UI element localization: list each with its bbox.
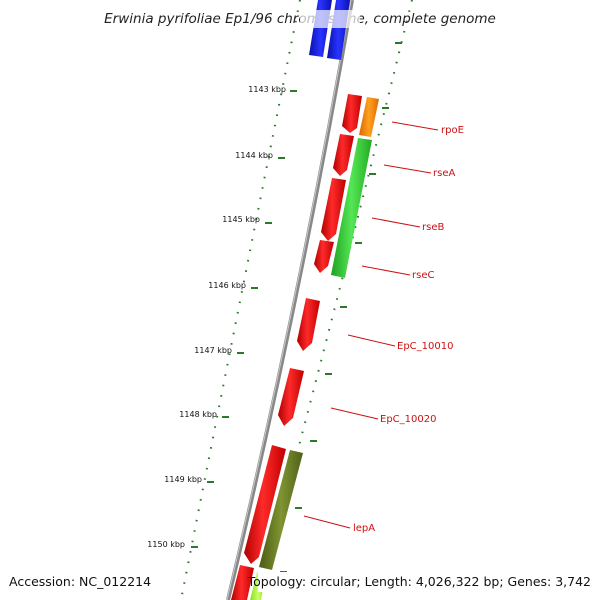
gene-rseB-red[interactable] (321, 178, 346, 241)
chromosome-backbone (226, 0, 354, 600)
tick-label-1143: 1143 kbp (248, 85, 286, 94)
leader-lepA (303, 515, 351, 529)
gene-lepA-red[interactable] (244, 445, 286, 564)
chromosome-backbone-highlight (226, 0, 352, 600)
gene-rpoE-red[interactable] (342, 94, 362, 133)
tick-label-1144: 1144 kbp (235, 151, 273, 160)
gene-label-rpoE[interactable]: rpoE (441, 125, 464, 136)
leader-EpC_10010 (347, 334, 396, 347)
gene-rseA-red[interactable] (333, 134, 354, 176)
gene-label-rseA[interactable]: rseA (433, 168, 455, 179)
leader-rpoE (391, 121, 439, 131)
gene-leaders (303, 121, 439, 529)
tick-label-1147: 1147 kbp (194, 346, 232, 355)
gene-bottom-red[interactable] (231, 565, 254, 600)
gene-EpC_10020-red[interactable] (278, 368, 304, 426)
leader-rseC (361, 265, 411, 276)
outer-major-ticks (280, 42, 402, 573)
gene-label-rseB[interactable]: rseB (422, 222, 444, 233)
tick-label-1150: 1150 kbp (147, 540, 185, 549)
leader-EpC_10020 (330, 407, 379, 420)
tick-label-1149: 1149 kbp (164, 475, 202, 484)
gene-blue-label-fade (300, 10, 360, 28)
topology-text: Topology: circular; Length: 4,026,322 bp… (247, 574, 591, 589)
leader-rseA (383, 164, 432, 174)
tick-label-1145: 1145 kbp (222, 215, 260, 224)
gene-rseC-red[interactable] (314, 240, 334, 273)
tick-label-1148: 1148 kbp (179, 410, 217, 419)
inner-tick-ring (180, 0, 301, 600)
gene-label-EpC_10010[interactable]: EpC_10010 (397, 341, 453, 352)
tick-label-1146: 1146 kbp (208, 281, 246, 290)
blue-genes (300, 0, 360, 60)
gene-label-rseC[interactable]: rseC (412, 270, 434, 281)
gene-label-lepA[interactable]: lepA (353, 523, 375, 534)
footer-background (258, 572, 594, 592)
gene-label-EpC_10020[interactable]: EpC_10020 (380, 414, 436, 425)
inner-major-ticks (191, 90, 297, 548)
red-genes (231, 94, 362, 600)
gene-rseA-green[interactable] (331, 138, 372, 278)
gene-EpC_10010-red[interactable] (297, 298, 320, 351)
leader-rseB (371, 217, 421, 228)
gene-lepA-olive[interactable] (259, 450, 303, 570)
accession-text: Accession: NC_012214 (9, 574, 151, 589)
gene-rpoE-orange[interactable] (359, 97, 379, 137)
